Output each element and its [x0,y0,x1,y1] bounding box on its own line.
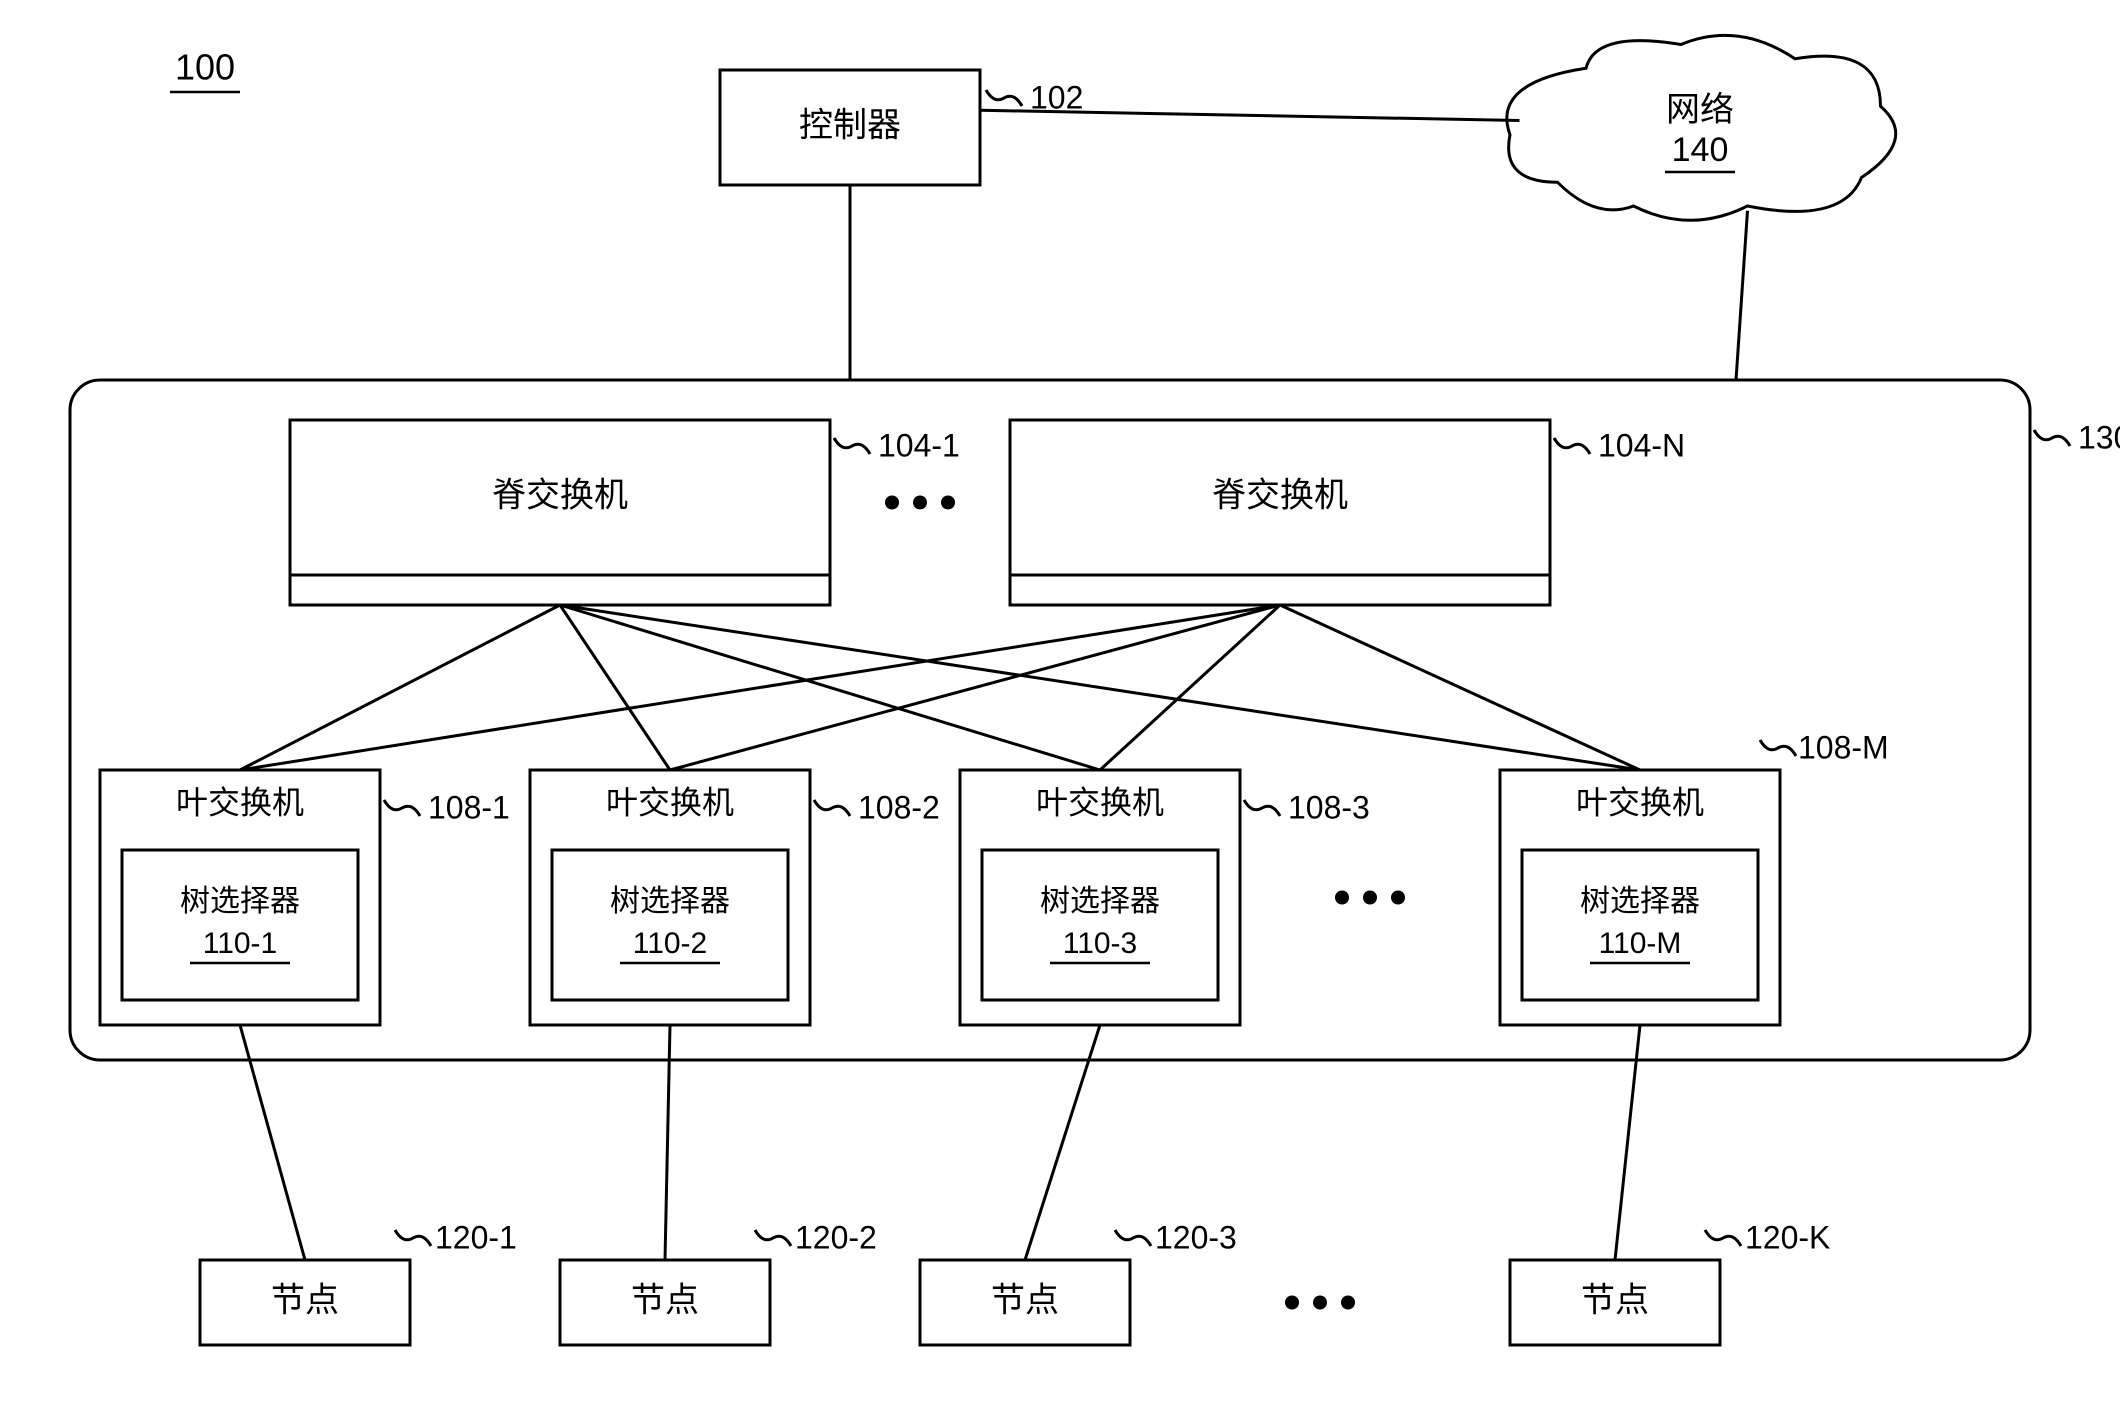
svg-text:120-3: 120-3 [1155,1219,1237,1255]
svg-text:108-1: 108-1 [428,789,510,825]
svg-text:120-2: 120-2 [795,1219,877,1255]
svg-text:104-N: 104-N [1598,427,1685,463]
svg-text:叶交换机: 叶交换机 [606,784,734,820]
svg-text:节点: 节点 [271,1281,339,1319]
svg-text:叶交换机: 叶交换机 [176,784,304,820]
svg-text:110-M: 110-M [1599,927,1682,960]
svg-text:110-2: 110-2 [633,927,708,960]
svg-text:脊交换机: 脊交换机 [492,476,628,514]
svg-text:树选择器: 树选择器 [610,885,730,918]
endpoint-node: 节点 120-K [1510,1219,1830,1345]
svg-text:网络: 网络 [1666,91,1734,129]
svg-text:100: 100 [175,47,235,88]
figure-ref: 100 [170,47,240,92]
svg-text:树选择器: 树选择器 [1040,885,1160,918]
controller: 控制器102 [720,70,1083,185]
svg-text:控制器: 控制器 [799,106,901,144]
svg-text:108-2: 108-2 [858,789,940,825]
svg-text:130: 130 [2078,419,2120,455]
svg-text:108-M: 108-M [1798,729,1889,765]
svg-text:140: 140 [1672,131,1729,169]
svg-text:树选择器: 树选择器 [180,885,300,918]
svg-text:110-3: 110-3 [1063,927,1138,960]
svg-text:120-K: 120-K [1745,1219,1830,1255]
svg-text:叶交换机: 叶交换机 [1036,784,1164,820]
endpoint-node: 节点 120-3 [920,1219,1237,1345]
svg-text:108-3: 108-3 [1288,789,1370,825]
endpoint-node: 节点 120-1 [200,1219,517,1345]
svg-text:节点: 节点 [991,1281,1059,1319]
svg-text:节点: 节点 [1581,1281,1649,1319]
svg-text:节点: 节点 [631,1281,699,1319]
endpoint-node: 节点 120-2 [560,1219,877,1345]
svg-text:脊交换机: 脊交换机 [1212,476,1348,514]
svg-text:叶交换机: 叶交换机 [1576,784,1704,820]
svg-text:树选择器: 树选择器 [1580,885,1700,918]
svg-text:104-1: 104-1 [878,427,960,463]
svg-text:120-1: 120-1 [435,1219,517,1255]
network-diagram: 100 控制器102 网络140 130 脊交换机 104-1 脊交换机 104-N 叶交换机树… [0,0,2120,1410]
network-cloud: 网络140 [1507,35,1896,220]
svg-text:110-1: 110-1 [203,927,278,960]
